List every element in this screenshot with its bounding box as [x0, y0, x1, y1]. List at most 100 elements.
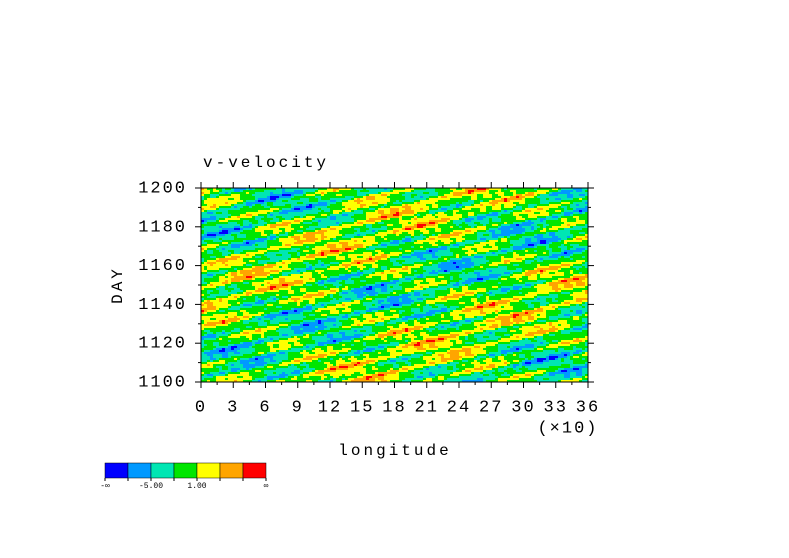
field-cell	[264, 206, 267, 208]
field-cell	[300, 194, 303, 196]
field-cell	[228, 224, 231, 226]
field-cell	[213, 226, 216, 228]
field-cell	[270, 198, 273, 200]
field-cell	[201, 264, 204, 266]
field-cell	[249, 238, 252, 240]
field-cell	[564, 194, 567, 196]
field-cell	[330, 218, 333, 220]
field-cell	[510, 252, 513, 254]
field-cell	[381, 200, 384, 202]
field-cell	[357, 260, 360, 262]
field-cell	[222, 210, 225, 212]
field-cell	[255, 216, 258, 218]
field-cell	[498, 250, 501, 252]
field-cell	[240, 260, 243, 262]
field-cell	[216, 200, 219, 202]
field-cell	[456, 206, 459, 208]
field-cell	[423, 262, 426, 264]
field-cell	[462, 222, 465, 224]
field-cell	[579, 256, 582, 258]
field-cell	[519, 224, 522, 226]
field-cell	[480, 234, 483, 236]
field-cell	[474, 262, 477, 264]
field-cell	[360, 250, 363, 252]
field-cell	[393, 254, 396, 256]
field-cell	[414, 222, 417, 224]
field-cell	[495, 248, 498, 250]
field-cell	[282, 240, 285, 242]
field-cell	[504, 248, 507, 250]
field-cell	[336, 208, 339, 210]
field-cell	[225, 262, 228, 264]
field-cell	[573, 228, 576, 230]
field-cell	[423, 248, 426, 250]
field-cell	[291, 256, 294, 258]
field-cell	[474, 188, 477, 190]
field-cell	[453, 220, 456, 222]
field-cell	[408, 214, 411, 216]
field-cell	[345, 218, 348, 220]
field-cell	[291, 226, 294, 228]
field-cell	[468, 246, 471, 248]
field-cell	[207, 250, 210, 252]
field-cell	[288, 220, 291, 222]
field-cell	[534, 208, 537, 210]
field-cell	[465, 232, 468, 234]
field-cell	[333, 212, 336, 214]
field-cell	[477, 256, 480, 258]
field-cell	[432, 188, 435, 190]
field-cell	[522, 202, 525, 204]
field-cell	[480, 192, 483, 194]
field-cell	[207, 190, 210, 192]
field-cell	[534, 212, 537, 214]
field-cell	[345, 250, 348, 252]
field-cell	[462, 262, 465, 264]
field-cell	[555, 246, 558, 248]
field-cell	[327, 198, 330, 200]
field-cell	[207, 188, 210, 190]
field-cell	[456, 210, 459, 212]
field-cell	[219, 202, 222, 204]
field-cell	[447, 234, 450, 236]
field-cell	[510, 226, 513, 228]
field-cell	[396, 208, 399, 210]
field-cell	[495, 240, 498, 242]
field-cell	[471, 206, 474, 208]
field-cell	[399, 258, 402, 260]
field-cell	[225, 214, 228, 216]
field-cell	[363, 190, 366, 192]
field-cell	[489, 200, 492, 202]
field-cell	[402, 204, 405, 206]
field-cell	[543, 212, 546, 214]
field-cell	[363, 226, 366, 228]
field-cell	[300, 246, 303, 248]
field-cell	[483, 214, 486, 216]
field-cell	[348, 242, 351, 244]
field-cell	[384, 218, 387, 220]
field-cell	[537, 250, 540, 252]
field-cell	[504, 226, 507, 228]
field-cell	[225, 260, 228, 262]
field-cell	[465, 234, 468, 236]
field-cell	[270, 224, 273, 226]
field-cell	[243, 208, 246, 210]
field-cell	[414, 200, 417, 202]
field-cell	[321, 246, 324, 248]
field-cell	[348, 222, 351, 224]
field-cell	[309, 202, 312, 204]
field-cell	[504, 200, 507, 202]
field-cell	[459, 246, 462, 248]
field-cell	[489, 216, 492, 218]
field-cell	[420, 190, 423, 192]
field-cell	[234, 190, 237, 192]
field-cell	[378, 252, 381, 254]
field-cell	[453, 218, 456, 220]
field-cell	[267, 194, 270, 196]
field-cell	[396, 242, 399, 244]
field-cell	[345, 240, 348, 242]
field-cell	[480, 222, 483, 224]
field-cell	[399, 242, 402, 244]
field-cell	[369, 232, 372, 234]
field-cell	[579, 232, 582, 234]
field-cell	[219, 194, 222, 196]
